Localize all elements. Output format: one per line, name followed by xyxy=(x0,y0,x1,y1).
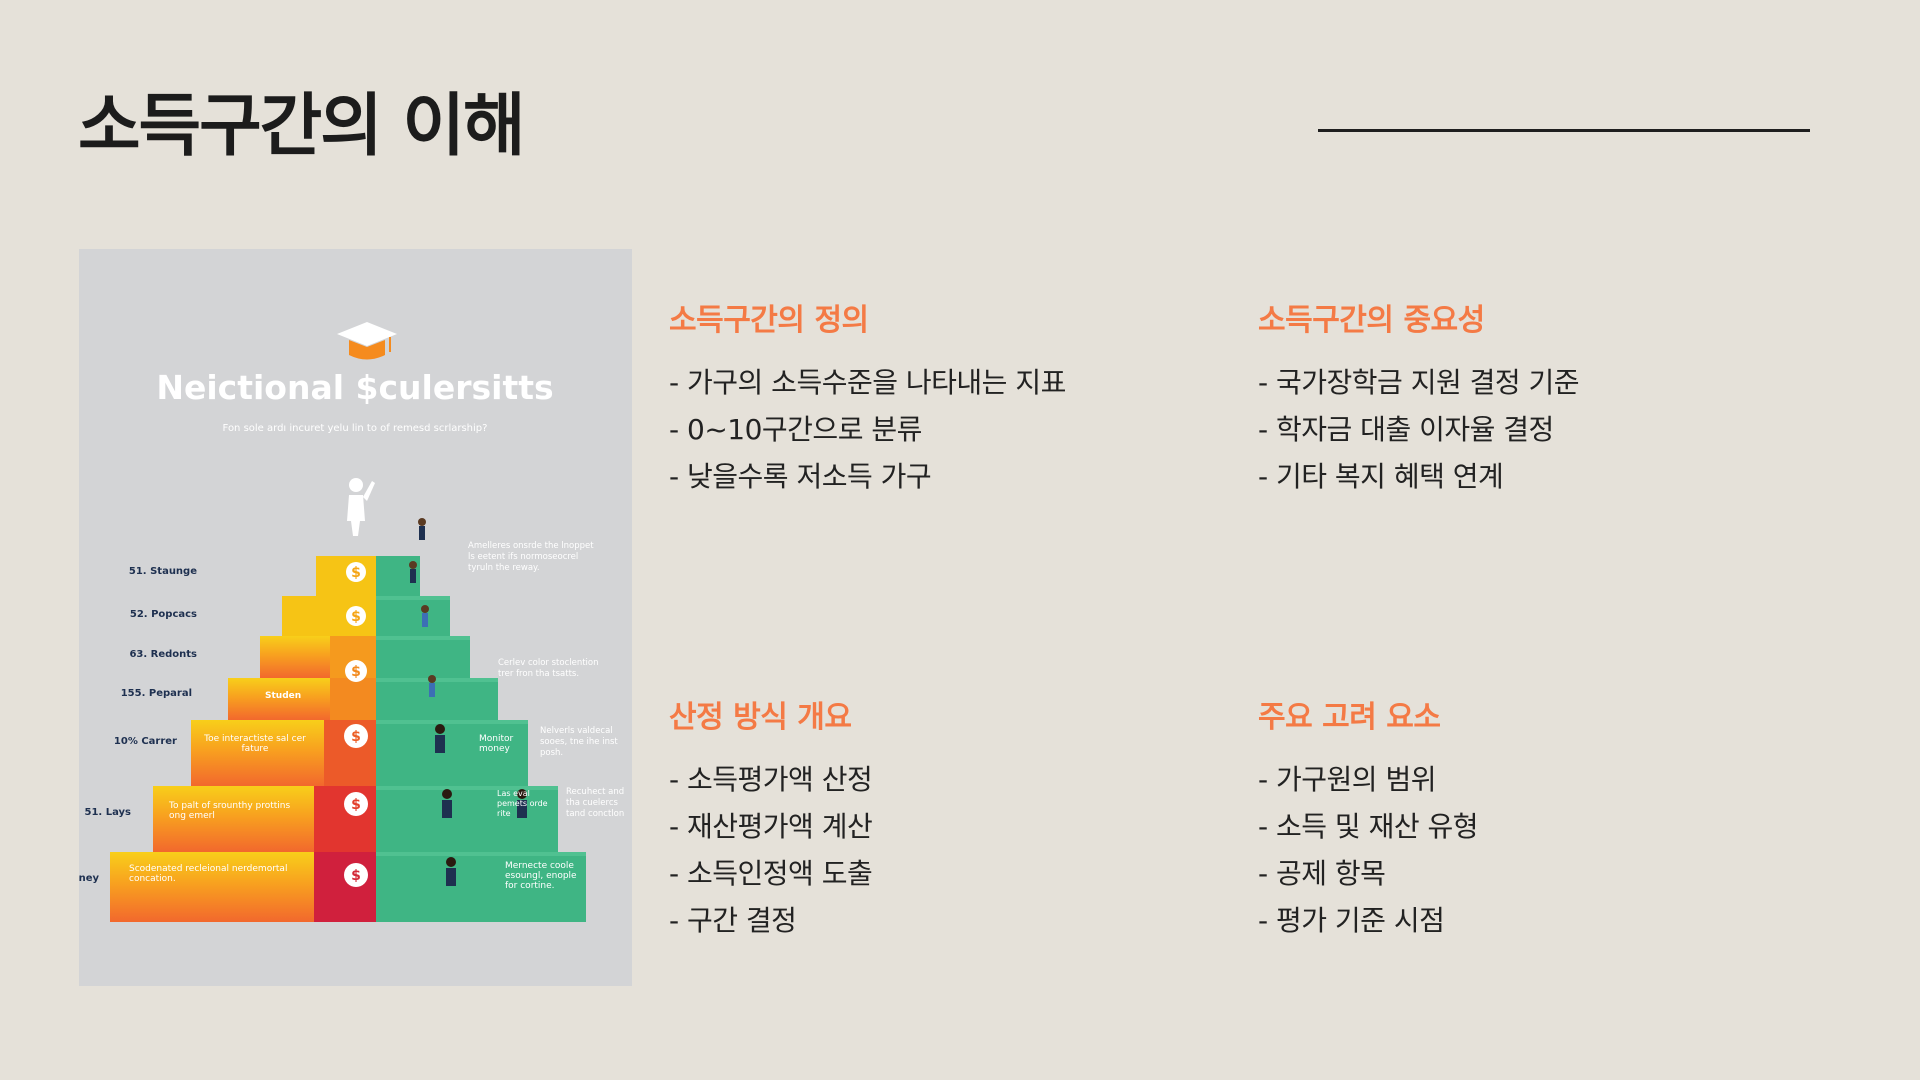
section-heading: 소득구간의 중요성 xyxy=(1258,303,1485,338)
bullet-item: - 소득평가액 산정 xyxy=(669,763,873,796)
scholarship-poster-image: Neictional $culersitts Fon sole ardı inc… xyxy=(79,249,632,986)
section-calculation-method: 산정 방식 개요 - 소득평가액 산정 - 재산평가액 계산 - 소득인정액 도… xyxy=(669,692,1189,944)
poster-step-label: Studen xyxy=(265,691,301,701)
poster-left-label: 51. Staunge xyxy=(129,566,197,577)
poster-title: Neictional $culersitts xyxy=(156,368,553,407)
bullet-item: - 구간 결정 xyxy=(669,904,797,937)
poster-left-label: ıney xyxy=(79,873,99,884)
svg-text:$: $ xyxy=(351,868,361,884)
poster-green-label: Las eval pemets orde rite xyxy=(497,789,548,818)
graduation-cap-icon xyxy=(337,322,397,360)
student-figure-icons xyxy=(409,518,527,886)
poster-right-note: Cerlev color stoclention xyxy=(498,658,599,668)
poster-right-note: Nelverls valdecal xyxy=(540,726,613,736)
bullet-item: - 소득 및 재산 유형 xyxy=(1258,810,1479,843)
poster-left-label: 10% Carrer xyxy=(114,736,177,747)
poster-left-label: 52. Popcacs xyxy=(130,609,197,620)
poster-green-label: Monitor money xyxy=(479,734,514,754)
svg-text:$: $ xyxy=(351,729,361,745)
poster-right-note: tyruln the reway. xyxy=(468,563,540,573)
poster-right-note: tand conctlon xyxy=(566,809,624,819)
section-heading: 주요 고려 요소 xyxy=(1258,700,1441,735)
poster-right-note: trer fron tha tsatts. xyxy=(498,669,579,679)
poster-right-note: Amelleres onsrde the lnoppet xyxy=(468,541,594,551)
poster-step-label: To palt of srounthy prottins ong emerl xyxy=(169,801,291,821)
bullet-item: - 공제 항목 xyxy=(1258,857,1386,890)
poster-step-label: Toe interactiste sal cer fature xyxy=(204,734,306,754)
section-heading: 산정 방식 개요 xyxy=(669,700,852,735)
bullet-item: - 낮을수록 저소득 가구 xyxy=(669,460,932,493)
pyramid-right-steps xyxy=(376,556,586,922)
section-heading: 소득구간의 정의 xyxy=(669,303,869,338)
section-importance: 소득구간의 중요성 - 국가장학금 지원 결정 기준 - 학자금 대출 이자율 … xyxy=(1258,295,1778,500)
svg-text:$: $ xyxy=(351,609,361,625)
bullet-item: - 가구원의 범위 xyxy=(1258,763,1436,796)
poster-subtitle: Fon sole ardı incuret yelu lin to of rem… xyxy=(223,423,488,434)
poster-left-label: 63. Redonts xyxy=(129,649,197,660)
poster-left-label: 51. Lays xyxy=(85,807,132,818)
poster-right-note: posh. xyxy=(540,748,563,758)
poster-green-label: Mernecte coole esoungl, enople for corti… xyxy=(505,861,577,891)
bullet-item: - 0~10구간으로 분류 xyxy=(669,413,922,446)
svg-text:$: $ xyxy=(351,664,361,680)
person-raising-hand-icon xyxy=(347,478,375,536)
title-divider xyxy=(1318,129,1810,132)
bullet-item: - 재산평가액 계산 xyxy=(669,810,873,843)
slide-title: 소득구간의 이해 xyxy=(78,87,526,166)
bullet-item: - 학자금 대출 이자율 결정 xyxy=(1258,413,1554,446)
poster-left-label: 155. Peparal xyxy=(121,688,192,699)
poster-right-note: Recuhect and xyxy=(566,787,624,797)
svg-text:$: $ xyxy=(351,565,361,581)
section-definition: 소득구간의 정의 - 가구의 소득수준을 나타내는 지표 - 0~10구간으로 … xyxy=(669,295,1189,500)
bullet-item: - 기타 복지 혜택 연계 xyxy=(1258,460,1504,493)
bullet-item: - 국가장학금 지원 결정 기준 xyxy=(1258,366,1580,399)
section-key-factors: 주요 고려 요소 - 가구원의 범위 - 소득 및 재산 유형 - 공제 항목 … xyxy=(1258,692,1778,944)
bullet-item: - 평가 기준 시점 xyxy=(1258,904,1445,937)
svg-text:$: $ xyxy=(351,797,361,813)
poster-right-note: ls eetent ifs normoseocrel xyxy=(468,552,578,562)
poster-right-note: tha cuelercs xyxy=(566,798,618,808)
poster-step-label: Scodenated recleional nerdemortal concat… xyxy=(129,864,288,884)
coin-icons: $ $ $ $ $ $ xyxy=(344,562,368,887)
poster-right-note: sooes, tne ihe inst xyxy=(540,737,618,747)
bullet-item: - 소득인정액 도출 xyxy=(669,857,873,890)
bullet-item: - 가구의 소득수준을 나타내는 지표 xyxy=(669,366,1066,399)
